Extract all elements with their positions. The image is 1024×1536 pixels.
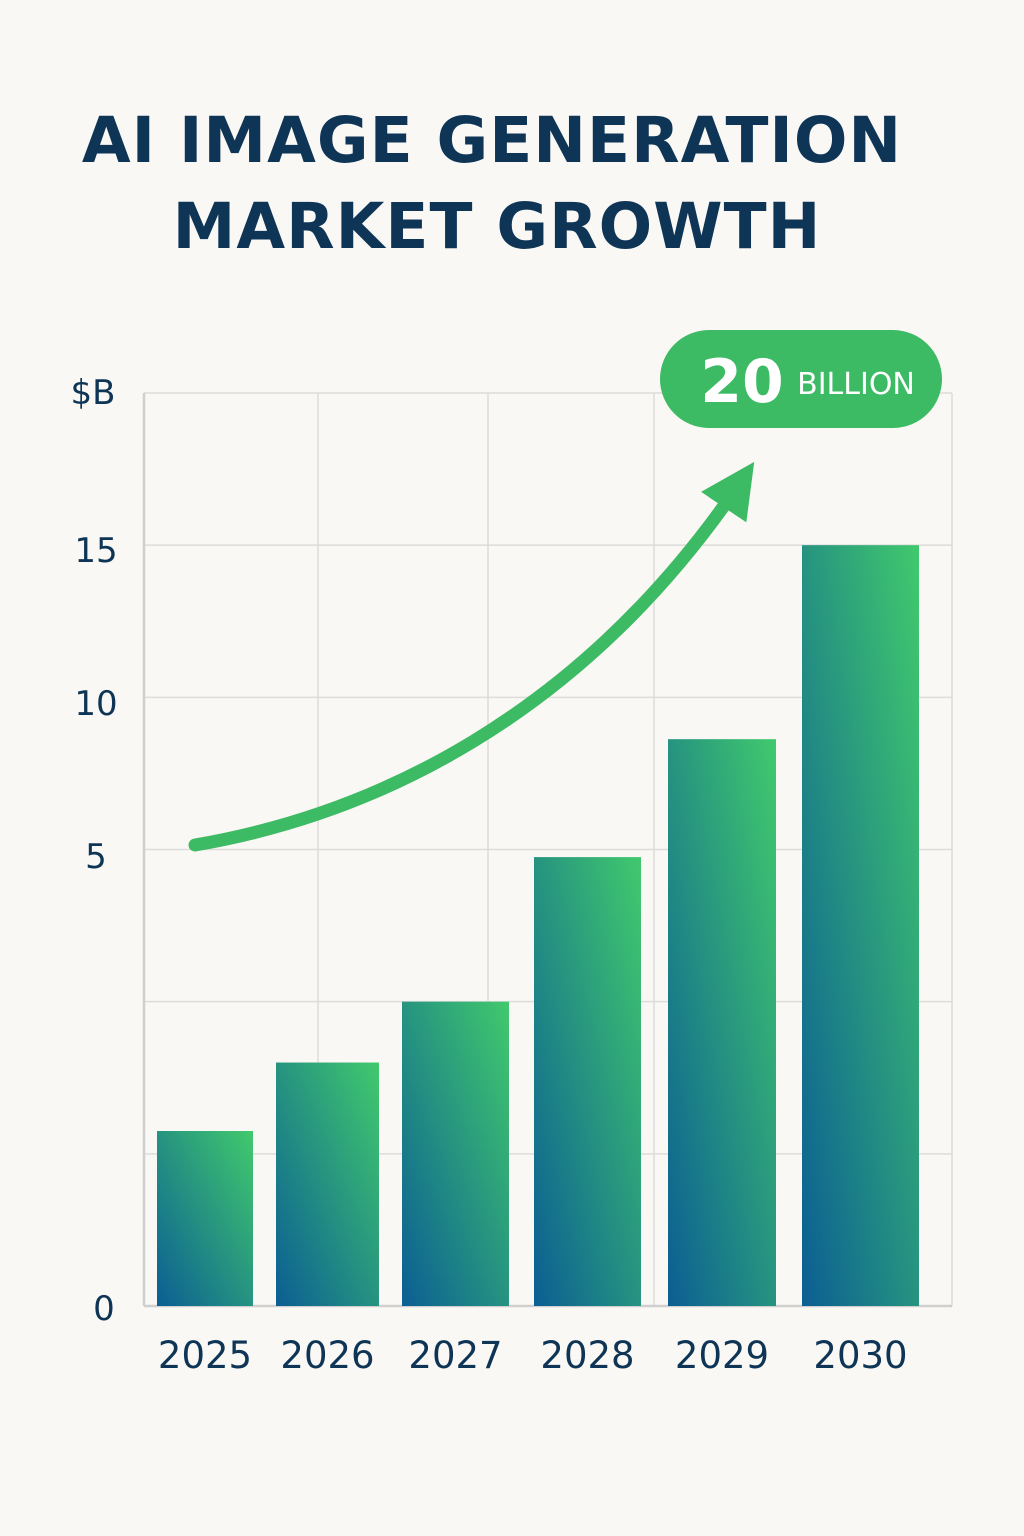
y-tick-label-10: 10 xyxy=(74,684,117,724)
trend-arrow-icon xyxy=(188,461,755,852)
badge-unit: BILLION xyxy=(797,367,915,402)
chart-title-line-1: AI IMAGE GENERATION xyxy=(82,104,902,177)
x-tick-label-2026: 2026 xyxy=(280,1334,374,1377)
x-tick-label-2027: 2027 xyxy=(408,1334,502,1377)
x-tick-label-2025: 2025 xyxy=(158,1334,252,1377)
y-axis-unit-label: $B xyxy=(71,373,116,413)
badge-number: 20 xyxy=(700,347,784,417)
badge-background xyxy=(660,330,942,428)
bar-2030 xyxy=(802,545,919,1306)
bar-2026 xyxy=(276,1062,379,1306)
value-badge: 20 BILLION xyxy=(660,330,942,428)
bar-2028 xyxy=(534,857,641,1306)
x-tick-label-2029: 2029 xyxy=(675,1334,769,1377)
bar-2027 xyxy=(402,1001,509,1306)
y-tick-label-0: 0 xyxy=(93,1289,115,1329)
x-tick-label-2028: 2028 xyxy=(540,1334,634,1377)
x-tick-label-2030: 2030 xyxy=(813,1334,907,1377)
bars xyxy=(157,545,919,1306)
x-tick-labels: 2025 2026 2027 2028 2029 2030 xyxy=(158,1334,908,1377)
bar-2025 xyxy=(157,1131,253,1306)
chart-title-line-2: MARKET GROWTH xyxy=(173,190,822,263)
bar-2029 xyxy=(668,739,776,1306)
y-tick-label-5: 5 xyxy=(85,837,107,877)
y-tick-label-15: 15 xyxy=(74,531,117,571)
y-tick-labels: 0 5 10 15 xyxy=(74,531,117,1329)
